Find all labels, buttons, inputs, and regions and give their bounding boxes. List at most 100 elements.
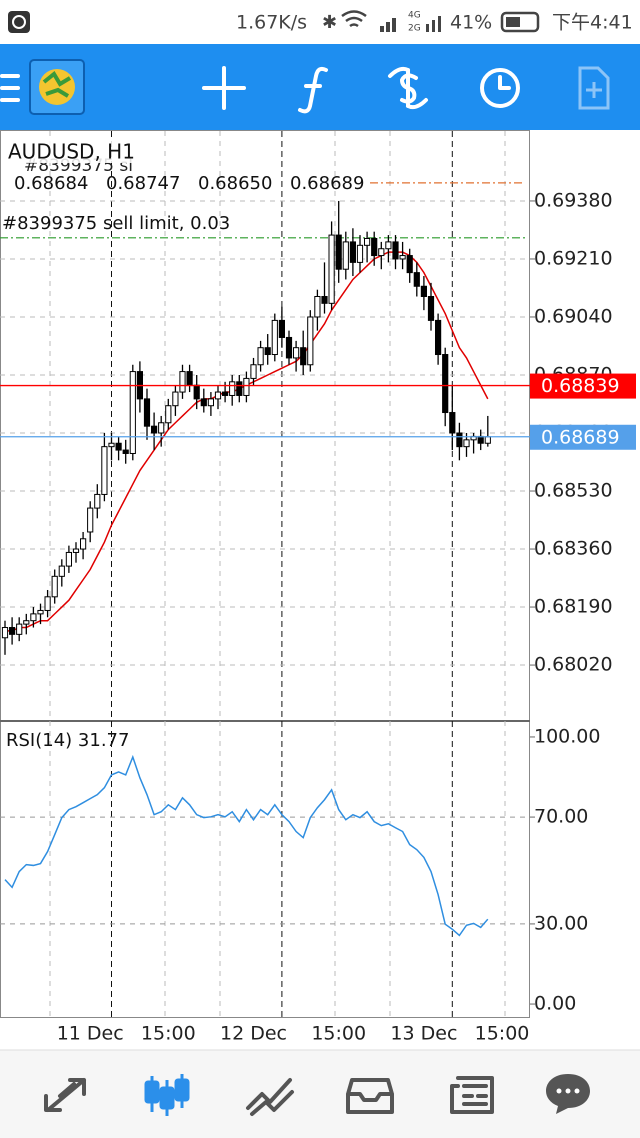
candle-body — [30, 613, 37, 622]
chart-frame — [0, 130, 530, 1018]
candle-body — [250, 364, 257, 379]
candle-body — [321, 296, 328, 304]
candle-body — [420, 285, 427, 298]
candle-body — [87, 507, 94, 533]
candle-body — [264, 347, 271, 356]
candle-body — [484, 436, 491, 444]
candle-body — [58, 565, 65, 577]
candle-body — [200, 398, 207, 407]
wifi-icon — [341, 10, 367, 28]
y-tick-label: 100.00 — [534, 725, 600, 747]
candle-body — [151, 425, 158, 434]
candle-body — [385, 241, 392, 250]
candle-body — [406, 255, 413, 274]
candle-body — [101, 446, 108, 495]
candle-body — [65, 551, 73, 567]
status-bar — [0, 0, 640, 44]
candle-body — [456, 432, 463, 448]
candle-body — [222, 391, 229, 396]
candle-body — [243, 377, 250, 396]
candle-body — [37, 609, 44, 615]
app-icon-ring — [12, 15, 26, 29]
candle-body — [207, 398, 215, 407]
candle-body — [158, 422, 165, 434]
y-tick-label: 0.69380 — [534, 189, 613, 211]
ask-label: 0.68839 — [541, 375, 620, 397]
candle-body — [371, 237, 378, 257]
candle-body — [108, 442, 115, 448]
trade-tab[interactable] — [246, 1078, 294, 1116]
candle-body — [335, 234, 342, 270]
chart-title: AUDUSD, H1 — [8, 140, 135, 164]
x-tick-label: 15:00 — [311, 1023, 366, 1045]
candle-body — [236, 381, 243, 396]
title-bg — [6, 141, 146, 163]
crosshair-button[interactable] — [202, 66, 246, 110]
net-speed: 1.67K/s — [236, 12, 307, 34]
y-tick-label: 0.68530 — [534, 480, 613, 502]
candle-body — [378, 248, 385, 257]
candle-body — [293, 347, 300, 359]
app-logo-globe — [39, 69, 75, 105]
news-tab[interactable] — [450, 1076, 494, 1114]
x-tick-label: 13 Dec — [390, 1023, 457, 1045]
candle-body — [51, 575, 58, 598]
y-tick-label: 0.00 — [534, 993, 576, 1015]
candle-body — [80, 538, 87, 550]
ohlc-value: 0.68747 — [106, 173, 180, 194]
trade-button[interactable] — [388, 66, 428, 110]
rsi-title: RSI(14) 31.77 — [6, 730, 129, 751]
bid-label: 0.68689 — [541, 426, 620, 448]
battery-icon — [500, 11, 540, 33]
chart-tab[interactable] — [144, 1074, 190, 1116]
candle-body — [278, 319, 285, 338]
candle-body — [23, 620, 30, 625]
candle-body — [300, 347, 307, 366]
candle-body — [179, 371, 186, 393]
indicators-button[interactable] — [298, 66, 328, 114]
candle-body — [143, 398, 151, 427]
candle-body — [186, 371, 193, 386]
chat-dot — [556, 1088, 562, 1094]
candle-body — [356, 244, 364, 263]
candle-body — [392, 241, 399, 260]
candle-body — [72, 548, 80, 553]
bid-label-box — [530, 424, 636, 450]
menu-button[interactable] — [0, 74, 20, 102]
quotes-tab[interactable] — [44, 1078, 86, 1112]
candle-body — [129, 371, 136, 454]
candle-body — [115, 442, 122, 451]
candle-body — [413, 272, 420, 287]
x-tick-label: 12 Dec — [220, 1023, 287, 1045]
bottom-nav — [0, 1050, 640, 1138]
candle-body — [285, 336, 293, 359]
chat-tab[interactable] — [546, 1074, 590, 1114]
candle-body — [349, 241, 356, 263]
candle-body — [94, 493, 101, 509]
y-tick-label: 0.68190 — [534, 596, 613, 618]
history-tab[interactable] — [346, 1078, 394, 1114]
candle-body — [229, 381, 236, 396]
candle-body — [427, 296, 435, 321]
candle-body — [342, 241, 349, 270]
candle-body — [165, 405, 172, 424]
candle-body — [9, 627, 16, 635]
candle-body — [477, 435, 484, 444]
period-button[interactable] — [480, 68, 520, 108]
signal-icon — [380, 18, 396, 32]
y-tick-label: 70.00 — [534, 806, 588, 828]
net-type: 4G — [408, 11, 421, 21]
ohlc-value: 0.68650 — [198, 173, 272, 194]
candle-body — [328, 234, 335, 304]
ohlc-value: 0.68689 — [290, 173, 364, 194]
new-order-button[interactable] — [578, 66, 610, 110]
bluetooth-icon: ✱ — [322, 12, 337, 33]
chat-dot — [565, 1088, 571, 1094]
y-tick-label: 0.69040 — [534, 305, 613, 327]
candle-body — [271, 319, 278, 356]
candle-body — [307, 316, 314, 366]
signal-icon — [426, 16, 441, 32]
candle-body — [435, 319, 442, 356]
candle-body — [172, 391, 179, 407]
